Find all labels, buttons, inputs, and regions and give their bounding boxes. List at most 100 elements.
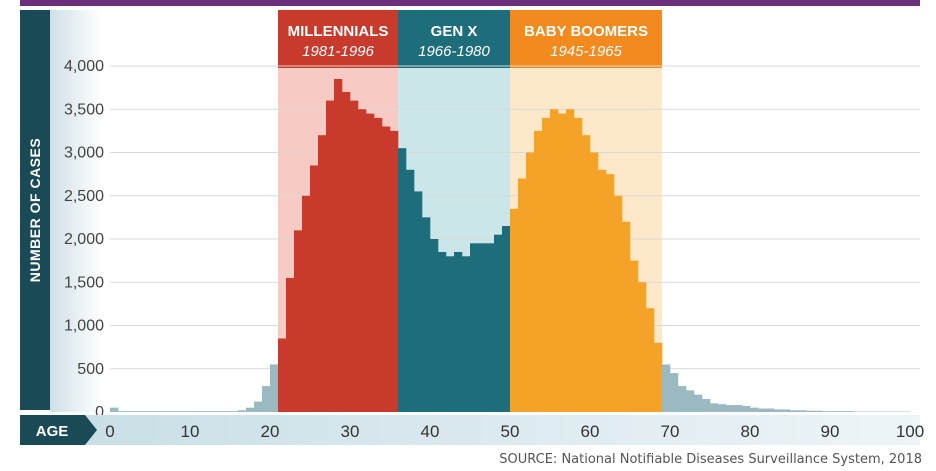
histogram-bar xyxy=(430,239,439,412)
histogram-bar xyxy=(654,342,663,412)
histogram-bar xyxy=(758,408,767,412)
histogram-bar xyxy=(638,282,647,412)
histogram-bar xyxy=(382,126,391,413)
histogram-bar xyxy=(134,411,143,412)
histogram-bar xyxy=(406,169,415,412)
histogram-bar xyxy=(390,130,399,412)
histogram-bar xyxy=(542,117,551,413)
generation-name: MILLENNIALS xyxy=(288,23,389,40)
histogram-bar xyxy=(750,407,759,412)
histogram-bar xyxy=(782,409,791,412)
histogram-bar xyxy=(358,109,367,412)
histogram-bar xyxy=(614,195,623,412)
x-tick-label: 30 xyxy=(341,422,360,441)
histogram-bar xyxy=(646,308,655,412)
histogram-bar xyxy=(686,390,695,412)
histogram-bar xyxy=(806,410,815,412)
histogram-bar xyxy=(462,256,471,412)
histogram-bar xyxy=(310,165,319,412)
histogram-bar xyxy=(158,411,167,412)
source-note: SOURCE: National Notifiable Diseases Sur… xyxy=(499,452,922,467)
histogram-bar xyxy=(694,394,703,412)
histogram-bar xyxy=(238,410,247,412)
histogram-bar xyxy=(606,174,615,412)
histogram-bar xyxy=(558,113,567,412)
y-tick-label: 1,000 xyxy=(64,318,104,335)
histogram-bar xyxy=(294,230,303,412)
histogram-bar xyxy=(518,178,527,412)
histogram-bar xyxy=(502,226,511,412)
histogram-bar xyxy=(766,408,775,412)
histogram-bar xyxy=(470,243,479,412)
histogram-bar xyxy=(742,405,751,412)
x-tick-label: 20 xyxy=(261,422,280,441)
generation-header xyxy=(278,10,398,68)
x-tick-label: 40 xyxy=(421,422,440,441)
top-band xyxy=(20,0,920,6)
histogram-bar xyxy=(598,169,607,412)
histogram-bar xyxy=(278,338,287,412)
x-axis-label-box xyxy=(20,415,97,445)
generation-years: 1945-1965 xyxy=(550,43,622,60)
histogram-bar xyxy=(182,411,191,412)
histogram-bar xyxy=(446,256,455,412)
histogram-bar xyxy=(270,364,279,412)
histogram-bar xyxy=(366,113,375,412)
x-tick-label: 90 xyxy=(821,422,840,441)
histogram-bar xyxy=(230,411,239,412)
histogram-bar xyxy=(398,148,407,413)
histogram-bar xyxy=(726,405,735,412)
histogram-bar xyxy=(582,135,591,412)
histogram-bar xyxy=(206,411,215,412)
generation-header xyxy=(398,10,510,68)
histogram-bar xyxy=(710,403,719,412)
histogram-bar xyxy=(622,221,631,412)
histogram-bar xyxy=(702,399,711,412)
histogram-bar xyxy=(150,411,159,412)
generation-years: 1966-1980 xyxy=(418,43,490,60)
generation-years: 1981-1996 xyxy=(302,43,374,60)
histogram-bar xyxy=(302,195,311,412)
y-tick-label: 1,500 xyxy=(64,274,104,291)
histogram-bar xyxy=(246,407,255,412)
histogram-bar xyxy=(534,130,543,412)
histogram-bar xyxy=(662,364,671,412)
x-tick-label: 100 xyxy=(896,422,924,441)
histogram-bar xyxy=(414,191,423,412)
histogram-bar xyxy=(734,405,743,412)
histogram-bar xyxy=(774,409,783,412)
histogram-bar xyxy=(798,410,807,412)
histogram-bar xyxy=(326,100,335,412)
histogram-bar xyxy=(438,251,447,412)
x-tick-label: 0 xyxy=(105,422,114,441)
histogram-bar xyxy=(838,411,847,412)
y-tick-label: 2,000 xyxy=(64,231,104,248)
generation-name: BABY BOOMERS xyxy=(524,23,648,40)
histogram-bar xyxy=(590,152,599,412)
histogram-bar xyxy=(718,404,727,412)
histogram-bar xyxy=(262,386,271,412)
y-tick-label: 0 xyxy=(95,404,104,421)
histogram-bar xyxy=(334,78,343,412)
generation-header xyxy=(510,10,662,68)
histogram-bar xyxy=(486,243,495,412)
histogram-bar xyxy=(670,373,679,412)
histogram-bar xyxy=(574,117,583,413)
y-tick-label: 3,500 xyxy=(64,101,104,118)
histogram-bar xyxy=(198,411,207,412)
y-tick-label: 4,000 xyxy=(64,58,104,75)
x-tick-label: 80 xyxy=(741,422,760,441)
x-tick-label: 60 xyxy=(581,422,600,441)
histogram-bar xyxy=(822,411,831,412)
histogram-bar xyxy=(254,401,263,412)
histogram-bar xyxy=(830,411,839,412)
histogram-bar xyxy=(118,411,127,412)
histogram-bar xyxy=(422,217,431,412)
histogram-bar xyxy=(142,411,151,412)
histogram-bar xyxy=(814,410,823,412)
y-axis-label-bar xyxy=(20,10,50,410)
histogram-bar xyxy=(566,109,575,412)
histogram-bar xyxy=(454,251,463,412)
x-axis-label: AGE xyxy=(36,423,69,440)
